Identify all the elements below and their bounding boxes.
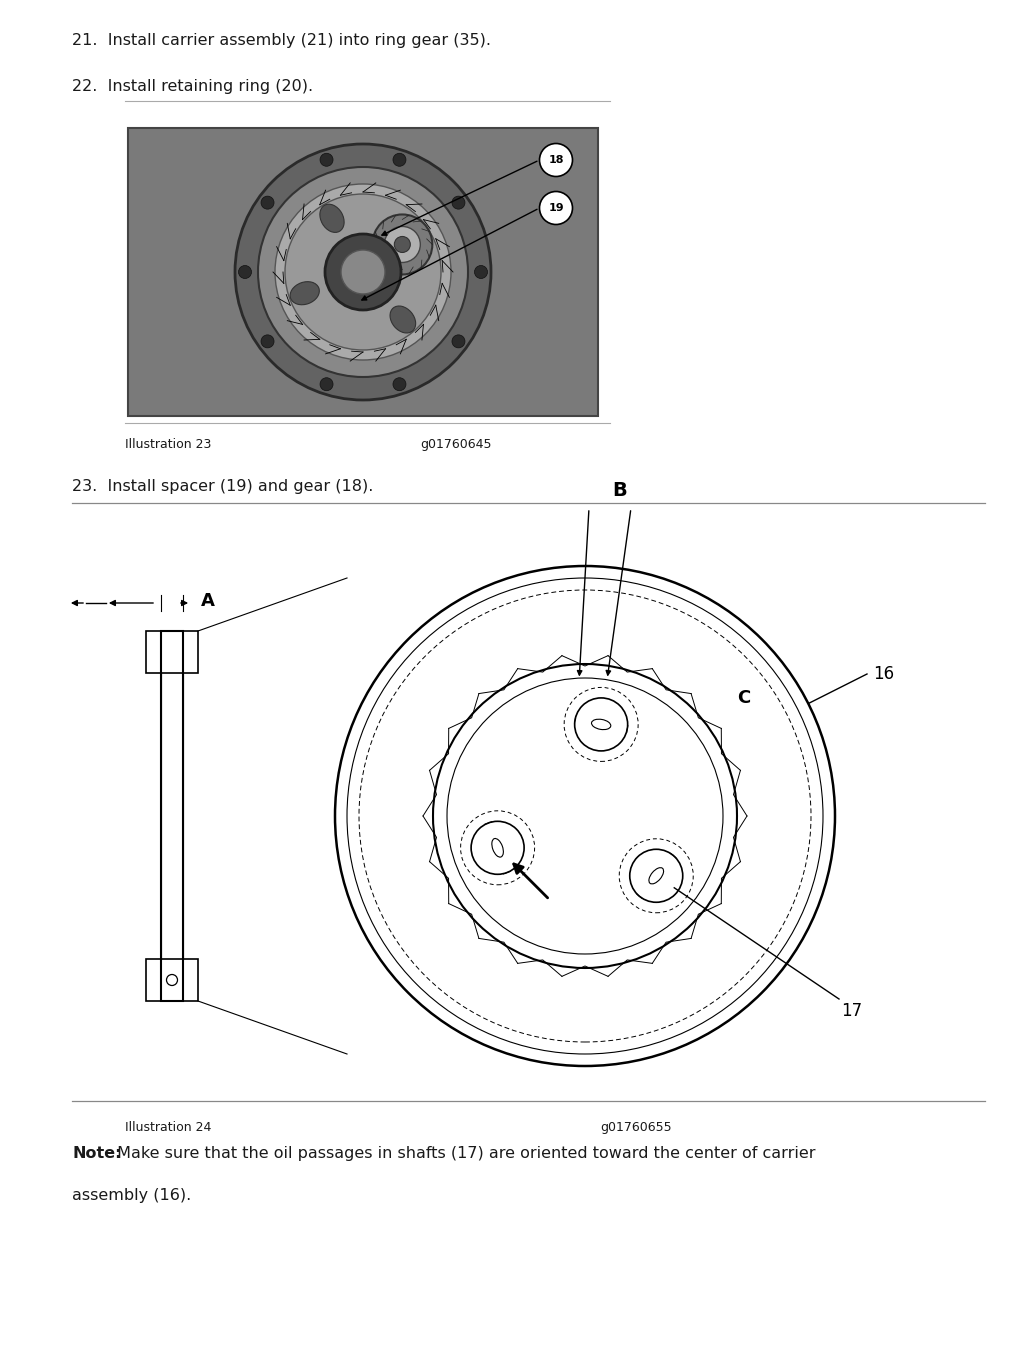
Circle shape	[321, 378, 333, 390]
Text: assembly (16).: assembly (16).	[72, 1188, 191, 1202]
Circle shape	[540, 143, 572, 177]
Text: Make sure that the oil passages in shafts (17) are oriented toward the center of: Make sure that the oil passages in shaft…	[112, 1146, 815, 1161]
Text: 16: 16	[873, 665, 894, 684]
Circle shape	[452, 335, 465, 347]
Text: A: A	[201, 592, 215, 611]
Circle shape	[452, 196, 465, 209]
Text: Note:: Note:	[72, 1146, 122, 1161]
Text: g01760655: g01760655	[600, 1121, 672, 1133]
Circle shape	[540, 192, 572, 224]
Text: Illustration 23: Illustration 23	[125, 438, 211, 451]
Text: 23.  Install spacer (19) and gear (18).: 23. Install spacer (19) and gear (18).	[72, 480, 374, 494]
Circle shape	[384, 227, 420, 262]
Ellipse shape	[290, 281, 319, 305]
Text: 22.  Install retaining ring (20).: 22. Install retaining ring (20).	[72, 78, 313, 95]
Text: 19: 19	[548, 203, 564, 213]
Circle shape	[341, 250, 385, 295]
Bar	[128, 128, 598, 416]
Circle shape	[321, 153, 333, 166]
Circle shape	[325, 234, 401, 309]
Circle shape	[285, 195, 441, 350]
Text: 17: 17	[841, 1002, 862, 1020]
Bar	[161, 631, 183, 1001]
Circle shape	[261, 335, 274, 347]
Bar	[146, 631, 198, 673]
Bar	[146, 959, 198, 1001]
Text: C: C	[737, 689, 751, 707]
Ellipse shape	[390, 307, 416, 332]
Circle shape	[275, 184, 451, 359]
Circle shape	[373, 215, 432, 274]
Text: g01760645: g01760645	[420, 438, 492, 451]
Text: 21.  Install carrier assembly (21) into ring gear (35).: 21. Install carrier assembly (21) into r…	[72, 32, 490, 49]
Circle shape	[239, 266, 252, 278]
Text: Illustration 24: Illustration 24	[125, 1121, 211, 1133]
Text: 18: 18	[548, 155, 564, 165]
Circle shape	[261, 196, 274, 209]
Ellipse shape	[319, 204, 344, 232]
Circle shape	[394, 236, 411, 253]
Text: B: B	[612, 481, 627, 500]
Circle shape	[393, 153, 406, 166]
Circle shape	[474, 266, 487, 278]
Circle shape	[234, 145, 490, 400]
Circle shape	[258, 168, 468, 377]
Circle shape	[393, 378, 406, 390]
